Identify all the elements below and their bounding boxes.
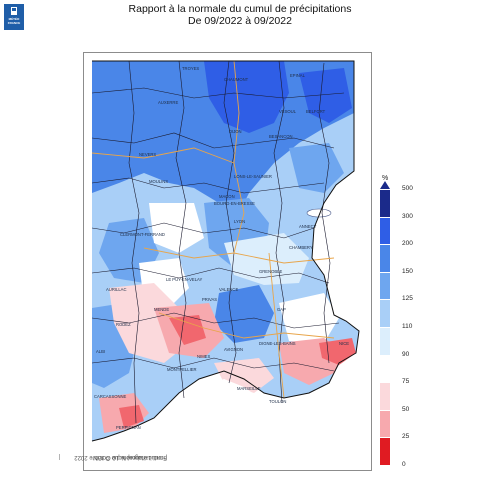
legend-tick-label: 50: [402, 405, 410, 413]
country-border: [91, 60, 360, 442]
department-borders: [91, 60, 345, 424]
legend-swatch: [380, 437, 390, 465]
sea: [84, 358, 371, 470]
legend-tick-label: 150: [402, 267, 413, 275]
legend-tick-label: 25: [402, 433, 410, 441]
city-label-vesoul: VESOUL: [279, 109, 297, 114]
map-frame: TROYES CHAUMONT EPINAL AUXERRE VESOUL BE…: [83, 52, 372, 471]
city-label-gap: GAP: [277, 307, 286, 312]
region-blue-dark-2: [299, 68, 352, 123]
logo-mark-icon: [11, 7, 17, 15]
city-label-troyes: TROYES: [182, 66, 199, 71]
legend-tick-label: 500: [402, 185, 413, 192]
logo-text: MÉTÉO FRANCE: [7, 17, 21, 25]
region-white-1: [149, 203, 204, 253]
city-label-montpellier: MONTPELLIER: [167, 367, 197, 372]
city-label-albi: ALBI: [96, 349, 105, 354]
legend-swatch: [380, 327, 390, 355]
legend-swatch: [380, 244, 390, 272]
region-blue-east: [289, 143, 344, 193]
city-label-macon: MACON: [219, 194, 235, 199]
region-white-3: [279, 293, 339, 343]
city-label-epinal: EPINAL: [290, 73, 306, 78]
city-label-privas: PRIVAS: [202, 297, 217, 302]
city-label-perpignan: PERPIGNAN: [116, 425, 141, 430]
city-label-mende: MENDE: [154, 307, 169, 312]
region-red-1: [169, 315, 206, 345]
region-borders: [91, 60, 335, 399]
meteo-france-logo: MÉTÉO FRANCE: [4, 4, 24, 30]
city-label-carcassonne: CARCASSONNE: [94, 394, 127, 399]
city-label-valence: VALENCE: [219, 287, 238, 292]
production-note: produit élaboré le 10 Octobre 2022 — Fon…: [57, 350, 167, 460]
legend-tick-label: 90: [402, 350, 410, 358]
city-label-lepuy: LE PUY-EN-VELAY: [166, 277, 203, 282]
legend: % 500 300 200 150 125 110 90 75 50 25 0: [380, 175, 440, 470]
legend-swatch: [380, 216, 390, 245]
city-labels: TROYES CHAUMONT EPINAL AUXERRE VESOUL BE…: [94, 66, 349, 430]
legend-swatch: [380, 299, 390, 327]
legend-tick-label: 0: [402, 461, 406, 468]
city-label-moulins: MOULINS: [149, 179, 168, 184]
precipitation-map: TROYES CHAUMONT EPINAL AUXERRE VESOUL BE…: [84, 53, 371, 470]
region-blue-dark-1: [204, 61, 289, 133]
legend-tick-label: 300: [402, 212, 413, 220]
city-label-annecy: ANNECY: [299, 224, 317, 229]
city-label-nevers: NEVERS: [139, 152, 156, 157]
region-red-3: [119, 405, 144, 428]
legend-swatch: [380, 409, 390, 438]
region-white-2: [224, 233, 309, 285]
legend-unit: %: [382, 175, 389, 182]
city-label-auxerre: AUXERRE: [158, 100, 178, 105]
title-line-2: De 09/2022 à 09/2022: [188, 15, 292, 27]
legend-swatch: [380, 382, 390, 410]
city-label-avignon: AVIGNON: [224, 347, 243, 352]
legend-tick-label: 200: [402, 240, 413, 248]
city-label-lyon: LYON: [234, 219, 245, 224]
legend-tick-label: 125: [402, 295, 413, 303]
city-label-digne: DIGNE-LES-BAINS: [259, 341, 296, 346]
production-note-text: produit élaboré le 10 Octobre 2022 — Fon…: [57, 454, 167, 460]
legend-bar: [380, 189, 390, 465]
city-label-bourg: BOURG-EN-BRESSE: [214, 201, 255, 206]
city-label-toulon: TOULON: [269, 399, 286, 404]
legend-swatch: [380, 189, 390, 217]
city-label-nice: NICE: [339, 341, 349, 346]
city-label-chambery: CHAMBERY: [289, 245, 313, 250]
city-label-clermont: CLERMONT-FERRAND: [120, 232, 165, 237]
legend-arrow-icon: [380, 181, 390, 189]
city-label-chaumont: CHAUMONT: [224, 77, 249, 82]
city-label-rodez: RODEZ: [116, 322, 131, 327]
city-label-grenoble: GRENOBLE: [259, 269, 282, 274]
city-label-marseille: MARSEILLE: [237, 386, 261, 391]
region-blue-mid-2: [214, 285, 274, 343]
city-label-belfort: BELFORT: [306, 109, 326, 114]
legend-swatch: [380, 271, 390, 300]
region-blue-north: [92, 61, 354, 223]
city-label-lons: LONS-LE-SAUNIER: [234, 174, 272, 179]
legend-tick-label: 75: [402, 378, 410, 386]
map-title: Rapport à la normale du cumul de précipi…: [0, 3, 480, 27]
lake-geneva: [306, 208, 332, 218]
legend-tick-label: 110: [402, 323, 413, 330]
city-label-besancon: BESANCON: [269, 134, 293, 139]
legend-swatch: [380, 354, 390, 383]
city-label-dijon: DIJON: [229, 129, 242, 134]
title-line-1: Rapport à la normale du cumul de précipi…: [128, 3, 352, 15]
city-label-nimes: NIMES: [197, 354, 210, 359]
city-label-aurillac: AURILLAC: [106, 287, 126, 292]
